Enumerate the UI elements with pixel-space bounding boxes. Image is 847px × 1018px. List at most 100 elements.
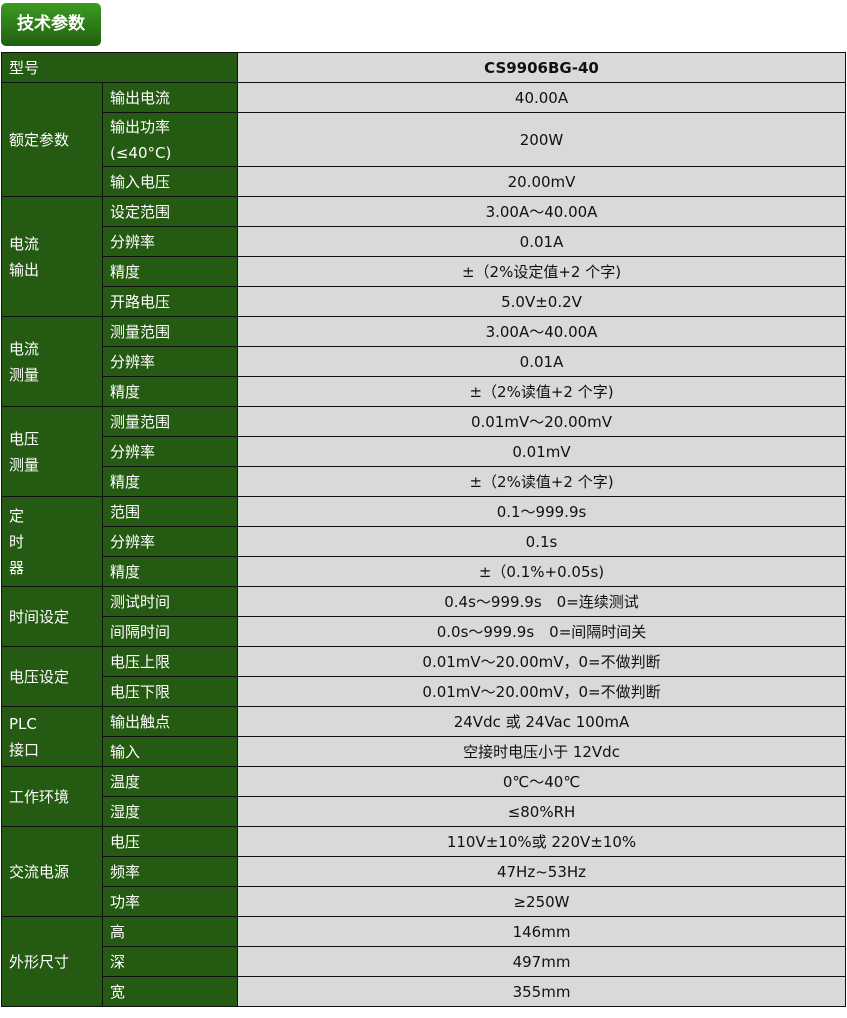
param-value: 0.01mV～20.00mV，0=不做判断 <box>237 676 846 707</box>
param-label: 测量范围 <box>101 406 239 437</box>
param-label: 开路电压 <box>101 286 239 317</box>
param-label: 分辨率 <box>101 346 239 377</box>
spec-row: 电流 测量 测量范围 3.00A～40.00A <box>1 316 846 407</box>
spec-row: 精度 ±（2%读值+2 个字) <box>2 376 846 407</box>
param-label: 高 <box>101 916 239 947</box>
spec-row: 电压 测量 测量范围 0.01mV～20.00mV <box>1 406 846 497</box>
param-value: 0.0s～999.9s 0=间隔时间关 <box>237 616 846 647</box>
spec-row: 间隔时间 0.0s～999.9s 0=间隔时间关 <box>2 616 846 647</box>
param-label: 宽 <box>101 976 239 1007</box>
spec-table: 型号 CS9906BG-40 额定参数 输出电流 40.00A 输出功率(≤40°C)… <box>0 52 846 1007</box>
param-value: 20.00mV <box>237 166 846 197</box>
tech-params-tab[interactable]: 技术参数 <box>1 3 101 46</box>
param-label: 深 <box>101 946 239 977</box>
param-value: ≥250W <box>237 886 846 917</box>
spec-row: 宽 355mm <box>2 976 846 1007</box>
param-value: 0.01A <box>237 346 846 377</box>
group-label: 电流 测量 <box>1 316 103 407</box>
spec-row: 湿度 ≤80%RH <box>2 796 846 827</box>
param-label: 设定范围 <box>101 196 239 227</box>
param-value: 3.00A～40.00A <box>237 196 846 227</box>
param-label: 分辨率 <box>101 226 239 257</box>
spec-row: 工作环境 温度 0℃～40℃ <box>1 766 846 827</box>
param-value: 0.01mV～20.00mV，0=不做判断 <box>237 646 846 677</box>
param-label: 频率 <box>101 856 239 887</box>
spec-row: 电流 输出 设定范围 3.00A～40.00A <box>1 196 846 317</box>
param-label: 输出功率(≤40°C) <box>101 112 239 167</box>
spec-row: 外形尺寸高 146mm <box>1 916 846 1007</box>
param-label: 输出触点 <box>101 706 239 737</box>
group-label: 时间设定 <box>1 586 103 647</box>
param-value: 0.01mV～20.00mV <box>237 406 846 437</box>
spec-row: 输入电压 20.00mV <box>2 166 846 197</box>
param-value: 355mm <box>237 976 846 1007</box>
spec-row: 输出功率(≤40°C) 200W <box>2 112 846 167</box>
spec-row: 频率 47Hz~53Hz <box>2 856 846 887</box>
spec-row: 精度 ±（2%读值+2 个字) <box>2 466 846 497</box>
param-value: ±（2%设定值+2 个字) <box>237 256 846 287</box>
spec-row: 深 497mm <box>2 946 846 977</box>
spec-row: 分辨率 0.01A <box>2 346 846 377</box>
model-row: 型号 CS9906BG-40 <box>0 52 846 83</box>
group-label: PLC 接口 <box>1 706 103 767</box>
group-label: 电压设定 <box>1 646 103 707</box>
param-value: 3.00A～40.00A <box>237 316 846 347</box>
group-label: 交流电源 <box>1 826 103 917</box>
param-value: 0.1～999.9s <box>237 496 846 527</box>
param-label: 分辨率 <box>101 526 239 557</box>
group-label: 电流 输出 <box>1 196 103 317</box>
param-value: 0.1s <box>237 526 846 557</box>
param-value: ±（2%读值+2 个字) <box>237 466 846 497</box>
param-value: 146mm <box>237 916 846 947</box>
spec-row: 分辨率 0.01mV <box>2 436 846 467</box>
param-label: 精度 <box>101 556 239 587</box>
param-value: 0.01mV <box>237 436 846 467</box>
param-label: 测试时间 <box>101 586 239 617</box>
param-label: 输出电流 <box>101 82 239 113</box>
spec-row: 分辨率 0.1s <box>2 526 846 557</box>
param-label: 分辨率 <box>101 436 239 467</box>
group-label: 额定参数 <box>1 82 103 197</box>
param-label: 电压上限 <box>101 646 239 677</box>
param-value: 497mm <box>237 946 846 977</box>
param-label: 温度 <box>101 766 239 797</box>
spec-row: 额定参数 输出电流 40.00A <box>1 82 846 197</box>
param-value: 24Vdc 或 24Vac 100mA <box>237 706 846 737</box>
param-value: 40.00A <box>237 82 846 113</box>
param-label: 间隔时间 <box>101 616 239 647</box>
model-value: CS9906BG-40 <box>237 52 846 83</box>
spec-row: 时间设定 测试时间 0.4s～999.9s 0=连续测试 <box>1 586 846 647</box>
spec-row: 输入 空接时电压小于 12Vdc <box>2 736 846 767</box>
param-label: 湿度 <box>101 796 239 827</box>
param-label: 电压下限 <box>101 676 239 707</box>
param-value: 200W <box>237 112 846 167</box>
param-label: 输入 <box>101 736 239 767</box>
param-label: 精度 <box>101 256 239 287</box>
spec-row: 电压设定 电压上限 0.01mV～20.00mV，0=不做判断 <box>1 646 846 707</box>
param-value: 5.0V±0.2V <box>237 286 846 317</box>
spec-row: 定 时 器范围 0.1～999.9s <box>1 496 846 587</box>
spec-row: 分辨率 0.01A <box>2 226 846 257</box>
spec-row: 电压下限 0.01mV～20.00mV，0=不做判断 <box>2 676 846 707</box>
param-label: 测量范围 <box>101 316 239 347</box>
group-label: 外形尺寸 <box>1 916 103 1007</box>
spec-row: 功率 ≥250W <box>2 886 846 917</box>
param-label: 精度 <box>101 466 239 497</box>
spec-row: PLC 接口 输出触点 24Vdc 或 24Vac 100mA <box>1 706 846 767</box>
param-label: 精度 <box>101 376 239 407</box>
param-value: 0.01A <box>237 226 846 257</box>
group-label: 工作环境 <box>1 766 103 827</box>
param-value: ±（2%读值+2 个字) <box>237 376 846 407</box>
param-label: 范围 <box>101 496 239 527</box>
group-label: 电压 测量 <box>1 406 103 497</box>
model-label: 型号 <box>0 52 239 83</box>
param-value: 110V±10%或 220V±10% <box>237 826 846 857</box>
group-label: 定 时 器 <box>1 496 103 587</box>
param-value: ≤80%RH <box>237 796 846 827</box>
param-label: 输入电压 <box>101 166 239 197</box>
param-value: 0℃～40℃ <box>237 766 846 797</box>
param-label: 电压 <box>101 826 239 857</box>
param-label: 功率 <box>101 886 239 917</box>
param-value: 47Hz~53Hz <box>237 856 846 887</box>
spec-row: 精度 ±（0.1%+0.05s) <box>2 556 846 587</box>
